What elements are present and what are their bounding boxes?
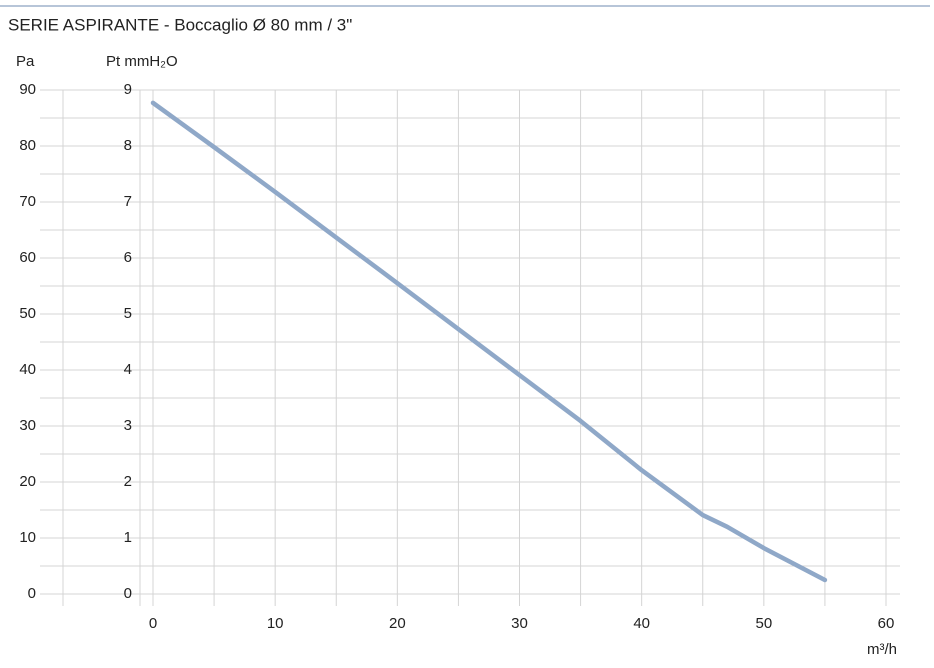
x-tick-label: 30: [511, 615, 528, 632]
y-tick-label: 50: [19, 305, 36, 322]
y-tick-label: 10: [19, 529, 36, 546]
y-tick-label: 80: [19, 137, 36, 154]
y2-tick-label: 5: [124, 305, 132, 322]
y2-tick-label: 9: [124, 81, 132, 98]
y2-tick-label: 1: [124, 529, 132, 546]
x-tick-label: 10: [267, 615, 284, 632]
y-tick-label: 30: [19, 417, 36, 434]
y2-tick-label: 8: [124, 137, 132, 154]
y2-axis-label: Pt mmH₂O: [106, 53, 178, 70]
y-tick-label: 90: [19, 81, 36, 98]
y-tick-label: 0: [28, 585, 36, 602]
x-tick-label: 40: [633, 615, 650, 632]
x-tick-label: 0: [149, 615, 157, 632]
chart-title: SERIE ASPIRANTE - Boccaglio Ø 80 mm / 3": [8, 15, 352, 34]
y-axis-label: Pa: [16, 53, 35, 70]
y2-tick-label: 3: [124, 417, 132, 434]
y2-tick-label: 0: [124, 585, 132, 602]
y-tick-label: 60: [19, 249, 36, 266]
y2-tick-label: 7: [124, 193, 132, 210]
x-tick-label: 60: [878, 615, 895, 632]
y-tick-label: 20: [19, 473, 36, 490]
y-tick-label: 40: [19, 361, 36, 378]
x-tick-label: 50: [755, 615, 772, 632]
y2-tick-label: 4: [124, 361, 132, 378]
x-tick-label: 20: [389, 615, 406, 632]
y2-tick-label: 2: [124, 473, 132, 490]
data-line: [150, 100, 828, 583]
y-tick-label: 70: [19, 193, 36, 210]
y2-tick-label: 6: [124, 249, 132, 266]
x-axis-label: m³/h: [867, 641, 897, 658]
